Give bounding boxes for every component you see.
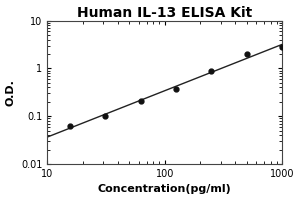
Title: Human IL-13 ELISA Kit: Human IL-13 ELISA Kit (77, 6, 252, 20)
Y-axis label: O.D.: O.D. (6, 79, 16, 106)
X-axis label: Concentration(pg/ml): Concentration(pg/ml) (98, 184, 232, 194)
